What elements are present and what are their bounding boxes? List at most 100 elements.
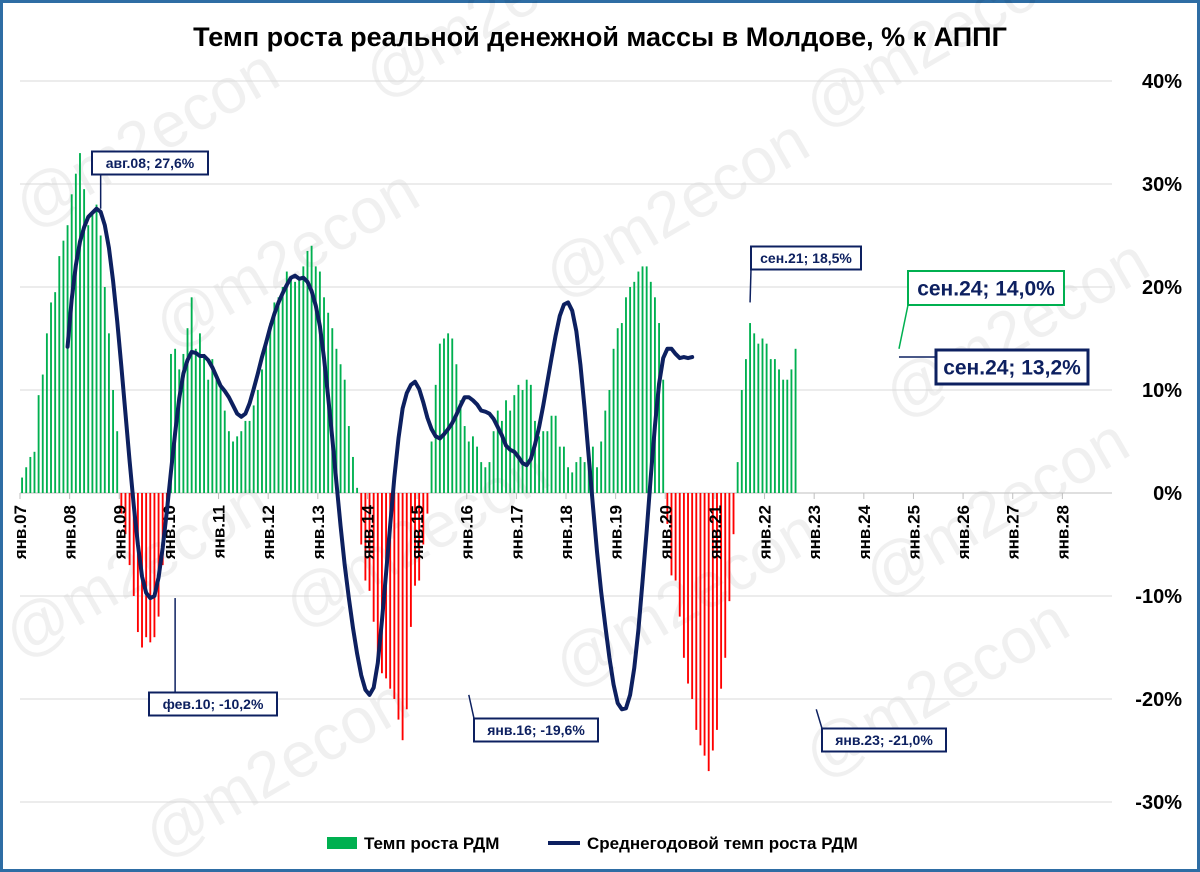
x-tick-label: янв.26	[954, 505, 973, 560]
bar	[58, 256, 61, 493]
bar	[33, 451, 36, 493]
watermark-text: @m2econ	[531, 103, 820, 312]
bar	[745, 359, 747, 493]
bar	[711, 493, 714, 751]
watermark-text: @m2econ	[851, 403, 1140, 612]
bar	[525, 379, 528, 493]
bar	[405, 493, 408, 710]
bar	[136, 493, 139, 633]
annotation-label: сен.24; 14,0%	[917, 278, 1055, 301]
bar	[343, 379, 346, 493]
bar	[500, 420, 503, 493]
bar	[682, 493, 685, 658]
bar	[252, 405, 255, 493]
annotations: авг.08; 27,6% фев.10; -10,2% янв.16; -19,6…	[91, 150, 1090, 753]
bar	[103, 287, 106, 493]
x-tick-label: янв.14	[358, 504, 377, 560]
x-tick-label: янв.08	[61, 505, 80, 560]
bar	[443, 338, 445, 493]
bar	[83, 189, 86, 493]
bar	[674, 493, 677, 581]
legend: Темп роста РДМ Среднегодовой темп роста …	[327, 834, 858, 853]
bar	[761, 338, 764, 493]
bar	[331, 328, 334, 493]
bar	[190, 297, 193, 493]
bar	[381, 493, 383, 674]
bar	[666, 493, 669, 524]
gridlines	[20, 80, 1112, 803]
bar	[145, 493, 148, 638]
bar	[575, 462, 578, 493]
x-tick-label: янв.18	[557, 505, 576, 560]
bar	[455, 364, 458, 493]
bar	[409, 493, 412, 627]
bar	[492, 431, 495, 493]
bar	[637, 271, 640, 493]
bar	[447, 333, 450, 493]
bar	[604, 410, 607, 493]
bar	[488, 462, 491, 493]
bar	[87, 225, 90, 493]
bar	[360, 493, 363, 545]
bar	[285, 271, 288, 493]
y-tick-label: 10%	[1142, 380, 1182, 402]
annotation-label: янв.16; -19,6%	[487, 722, 585, 738]
watermark-text: @m2econ	[1, 33, 290, 242]
bar	[74, 173, 77, 493]
bar	[232, 441, 234, 493]
bar	[62, 240, 65, 493]
bar	[203, 353, 205, 493]
bar	[616, 328, 619, 493]
bar	[108, 333, 110, 493]
bar	[484, 467, 487, 493]
bar	[401, 493, 404, 741]
bar	[186, 328, 189, 493]
bar	[157, 493, 160, 617]
bar	[116, 431, 119, 493]
annotation-box	[148, 691, 278, 717]
bar	[699, 493, 702, 746]
bar	[558, 446, 561, 493]
bar	[496, 410, 499, 493]
bar	[658, 323, 660, 493]
annotation-label: авг.08; 27,6%	[106, 155, 195, 171]
annotation-leader	[468, 694, 475, 719]
bar	[314, 266, 317, 493]
bar	[513, 395, 516, 493]
bar	[678, 493, 681, 617]
bar	[550, 415, 553, 493]
bar	[434, 384, 437, 493]
x-tick-label: янв.21	[706, 505, 725, 560]
bar	[467, 441, 470, 493]
bar	[583, 462, 586, 493]
bar	[794, 348, 797, 493]
bar	[472, 436, 474, 493]
bar	[695, 493, 698, 730]
x-tick-label: янв.24	[855, 504, 874, 560]
bar	[124, 493, 127, 535]
bar	[290, 276, 292, 493]
bar	[649, 281, 652, 493]
bar	[273, 302, 276, 493]
bar	[199, 333, 201, 493]
bar	[521, 390, 524, 493]
bar	[45, 333, 48, 493]
bar	[397, 493, 400, 720]
bar	[463, 426, 466, 493]
bar	[422, 493, 425, 545]
bar	[178, 369, 181, 493]
bar	[538, 436, 541, 493]
bar	[430, 441, 433, 493]
bar	[591, 446, 594, 493]
bar	[372, 493, 375, 622]
watermark-text: @m2econ	[541, 493, 830, 702]
annotation-label: фев.10; -10,2%	[163, 696, 264, 712]
watermark-text: @m2econ	[141, 153, 430, 362]
bar	[318, 271, 321, 493]
bar	[654, 297, 656, 493]
annotation-label: янв.23; -21,0%	[835, 732, 933, 748]
bar	[567, 467, 569, 493]
bar	[294, 281, 296, 493]
bar	[244, 420, 247, 493]
bar	[339, 364, 342, 493]
